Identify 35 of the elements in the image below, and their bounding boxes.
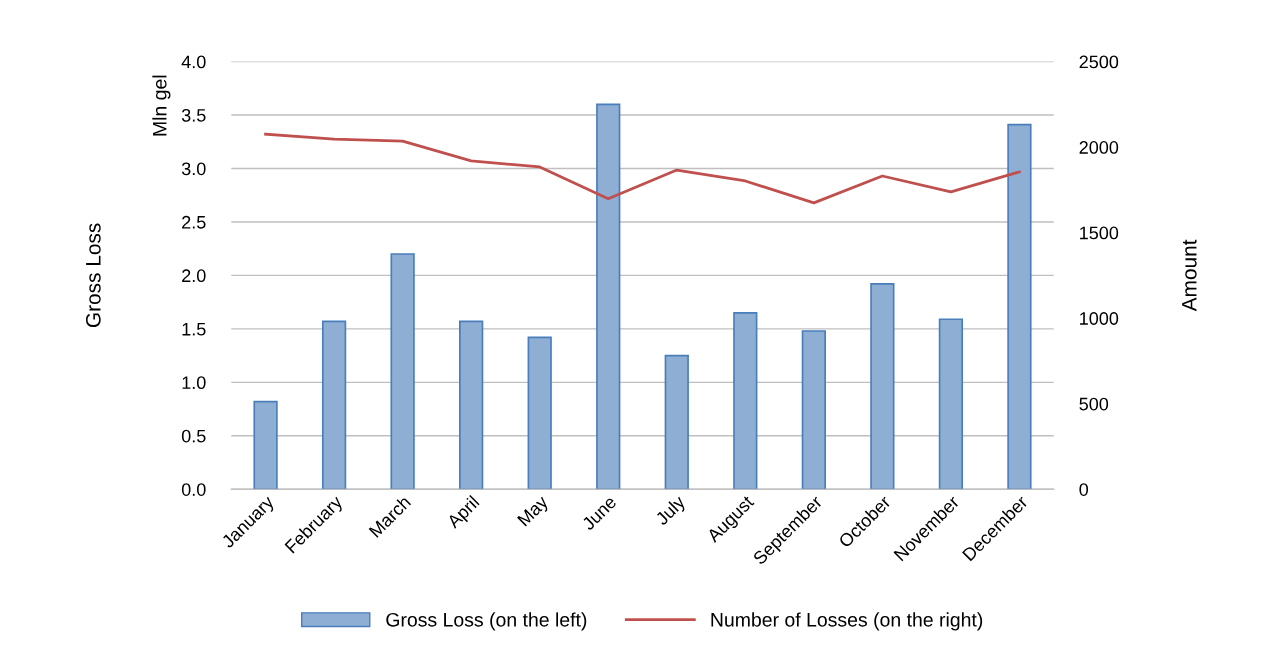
bar <box>390 253 415 490</box>
bar <box>596 103 621 490</box>
y-axis-title: Gross Loss <box>85 223 101 328</box>
bar <box>459 320 484 490</box>
y-tick-label: 0.5 <box>181 429 206 443</box>
y2-tick-label: 1500 <box>1080 226 1119 240</box>
bar <box>1007 123 1032 490</box>
y-tick-label: 1.5 <box>182 322 206 336</box>
y2-tick-label: 0 <box>1079 483 1089 496</box>
bar <box>938 318 964 490</box>
x-tick-label: May <box>517 494 552 530</box>
y-tick-label: 2.0 <box>182 269 206 283</box>
y-tick-label: 1.0 <box>182 376 206 390</box>
bar <box>801 330 826 490</box>
y2-axis-title: Amount <box>1182 239 1197 312</box>
bar <box>527 336 552 490</box>
y2-tick-label: 2000 <box>1079 141 1119 154</box>
y-tick-label: 3.0 <box>181 162 206 176</box>
legend-label: Gross Loss (on the left) <box>386 612 587 631</box>
y-tick-label: 3.5 <box>181 108 206 122</box>
bar <box>253 400 278 490</box>
y-tick-label: 4.0 <box>181 55 206 69</box>
bar <box>664 354 689 490</box>
bar <box>870 283 895 490</box>
y-tick-label: 0.0 <box>181 483 206 496</box>
y-tick-label: 2.5 <box>182 215 206 229</box>
y2-tick-label: 1000 <box>1080 312 1119 325</box>
x-tick-label: July <box>654 494 689 529</box>
line-series <box>264 132 1021 205</box>
bar <box>321 320 347 490</box>
y2-tick-label: 2500 <box>1079 55 1119 69</box>
y2-tick-label: 500 <box>1079 397 1109 411</box>
legend-label: Number of Losses (on the right) <box>711 612 983 631</box>
bar <box>733 311 758 490</box>
text: Mln gel <box>152 75 171 136</box>
